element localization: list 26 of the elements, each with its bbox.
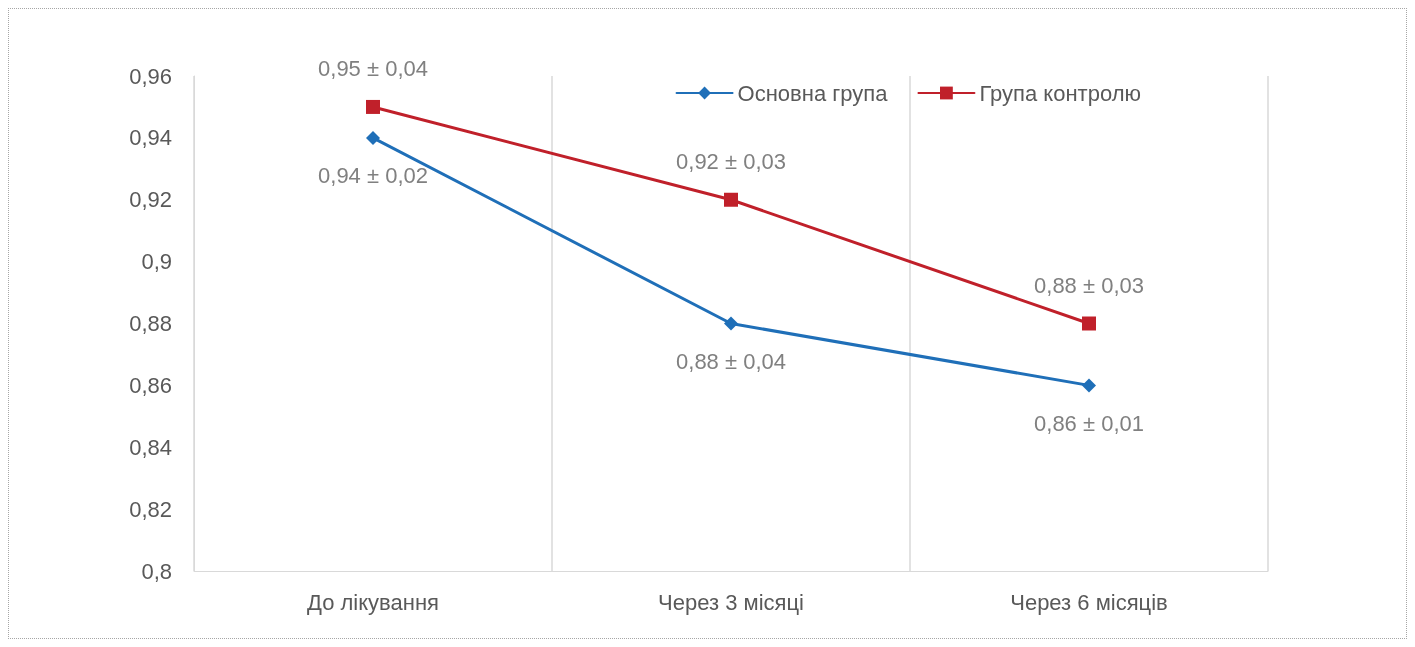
y-tick-label: 0,96 <box>129 63 172 89</box>
y-tick-label: 0,92 <box>129 187 172 213</box>
x-tick-label: Через 3 місяці <box>658 589 804 615</box>
data-label: 0,94 ± 0,02 <box>318 163 428 189</box>
y-tick-label: 0,8 <box>141 558 172 584</box>
y-tick-label: 0,9 <box>141 249 172 275</box>
point <box>724 192 738 207</box>
legend-label: Група контролю <box>979 80 1142 106</box>
y-tick-label: 0,86 <box>129 372 172 398</box>
point <box>366 130 380 145</box>
data-label: 0,95 ± 0,04 <box>318 56 428 82</box>
x-tick-label: До лікування <box>307 589 439 615</box>
y-tick-label: 0,84 <box>129 434 172 460</box>
data-label: 0,92 ± 0,03 <box>676 149 786 175</box>
y-tick-label: 0,88 <box>129 311 172 336</box>
y-tick-label: 0,94 <box>129 125 172 151</box>
data-label: 0,88 ± 0,03 <box>1034 273 1144 298</box>
point <box>1082 378 1096 393</box>
point <box>724 316 738 331</box>
data-label: 0,88 ± 0,04 <box>676 349 786 374</box>
point <box>366 99 380 114</box>
y-tick-label: 0,82 <box>129 496 172 522</box>
data-label: 0,86 ± 0,01 <box>1034 410 1144 436</box>
x-tick-label: Через 6 місяців <box>1010 589 1168 615</box>
point <box>1082 316 1096 331</box>
legend-label: Основна група <box>737 80 889 106</box>
